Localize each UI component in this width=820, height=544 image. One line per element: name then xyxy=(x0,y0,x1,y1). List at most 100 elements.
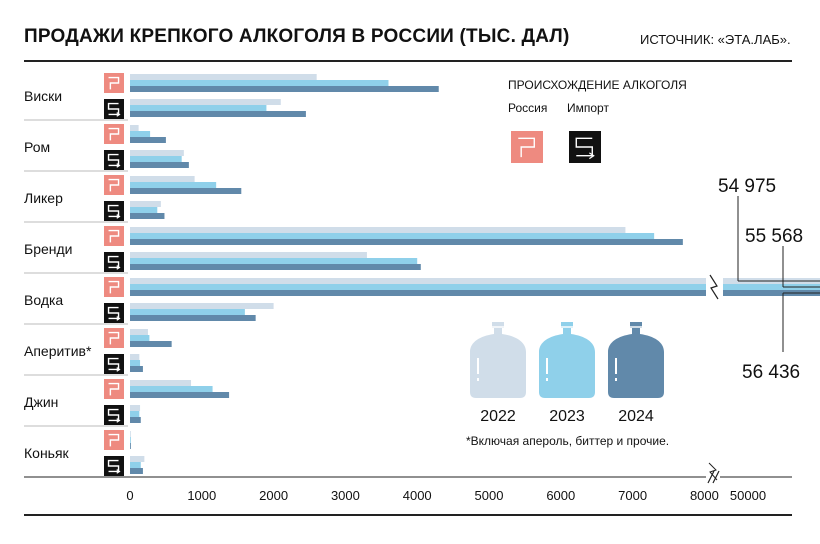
russia-origin-icon xyxy=(108,178,120,192)
import-origin-icon xyxy=(116,112,121,117)
bar xyxy=(130,284,706,290)
category-label: Виски xyxy=(24,88,62,104)
bar xyxy=(130,392,230,398)
bar xyxy=(130,366,143,372)
import-origin-icon xyxy=(116,163,121,168)
bar xyxy=(130,125,139,131)
category-label: Ром xyxy=(24,139,50,155)
russia-origin-icon xyxy=(108,382,120,396)
category-label: Бренди xyxy=(24,241,72,257)
x-tick-label: 6000 xyxy=(546,488,575,503)
x-tick-label: 3000 xyxy=(331,488,360,503)
bar xyxy=(130,360,141,366)
import-origin-icon xyxy=(116,418,121,423)
bar xyxy=(130,431,131,437)
legend-label-russia: Россия xyxy=(508,101,547,115)
bar xyxy=(130,74,317,80)
russia-origin-icon xyxy=(518,137,535,158)
annotation-value: 56 436 xyxy=(742,362,800,383)
year-label: 2023 xyxy=(549,408,585,425)
axis-break-mark xyxy=(709,274,719,300)
bar xyxy=(130,309,245,315)
x-tick-label: 50000 xyxy=(730,488,766,503)
import-origin-icon xyxy=(116,469,121,474)
bar xyxy=(130,335,150,341)
bar xyxy=(130,213,165,219)
bar xyxy=(130,188,242,194)
bar xyxy=(130,137,166,143)
water-bottle-icon xyxy=(628,326,644,328)
category-label: Ликер xyxy=(24,190,63,206)
import-origin-icon xyxy=(107,306,120,320)
import-origin-icon xyxy=(116,367,121,372)
x-tick-label: 7000 xyxy=(618,488,647,503)
water-bottle-icon xyxy=(608,322,664,398)
source-note: ИСТОЧНИК: «ЭТА.ЛАБ». xyxy=(640,32,791,47)
russia-origin-icon xyxy=(108,76,120,90)
import-origin-icon xyxy=(107,153,120,167)
bar xyxy=(130,156,182,162)
bar xyxy=(130,329,148,335)
x-tick-label: 4000 xyxy=(403,488,432,503)
bar xyxy=(130,258,418,264)
x-tick-label: 5000 xyxy=(475,488,504,503)
bar xyxy=(130,417,141,423)
russia-origin-icon xyxy=(108,331,120,345)
year-label: 2024 xyxy=(618,408,654,425)
import-origin-icon xyxy=(107,204,120,218)
annotation-value: 54 975 xyxy=(718,176,776,197)
legend-label-import: Импорт xyxy=(567,101,609,115)
category-label: Аперитив* xyxy=(24,343,92,359)
import-origin-icon xyxy=(107,459,120,473)
x-tick-label: 2000 xyxy=(259,488,288,503)
import-origin-icon xyxy=(116,214,121,219)
bar xyxy=(130,278,706,284)
axis-break-mark xyxy=(707,470,720,484)
russia-origin-icon xyxy=(108,280,120,294)
bar xyxy=(130,131,151,137)
bar xyxy=(130,80,389,86)
bottom-rule xyxy=(24,514,792,516)
bar xyxy=(130,468,143,474)
russia-origin-icon xyxy=(108,127,120,141)
bar xyxy=(130,303,274,309)
bar xyxy=(130,201,161,207)
x-tick-label: 0 xyxy=(126,488,133,503)
bar xyxy=(130,99,281,105)
x-tick-label: 1000 xyxy=(187,488,216,503)
bar xyxy=(723,284,820,290)
bar xyxy=(130,405,141,411)
bar xyxy=(130,386,213,392)
bar xyxy=(130,462,141,468)
bar xyxy=(723,290,820,296)
bar xyxy=(130,341,172,347)
category-label: Джин xyxy=(24,394,58,410)
import-origin-icon xyxy=(107,255,120,269)
bar xyxy=(130,290,706,296)
import-origin-icon xyxy=(107,357,120,371)
bar xyxy=(130,411,140,417)
water-bottle-icon xyxy=(490,326,506,328)
bar xyxy=(130,111,306,117)
import-origin-icon xyxy=(107,102,120,116)
bar xyxy=(130,443,131,449)
bar xyxy=(130,233,655,239)
axis-break-mark xyxy=(708,462,718,481)
russia-origin-icon xyxy=(108,433,120,447)
category-label: Водка xyxy=(24,292,63,308)
water-bottle-icon xyxy=(470,322,526,398)
import-origin-icon xyxy=(575,137,593,157)
russia-origin-icon xyxy=(108,229,120,243)
legend-title: ПРОИСХОЖДЕНИЕ АЛКОГОЛЯ xyxy=(508,78,687,92)
bar xyxy=(130,86,439,92)
year-label: 2022 xyxy=(480,408,516,425)
bar xyxy=(130,162,189,168)
bar xyxy=(130,239,683,245)
annotation-value: 55 568 xyxy=(745,226,803,247)
import-origin-icon xyxy=(589,152,595,160)
category-label: Коньяк xyxy=(24,445,70,461)
bar xyxy=(130,207,158,213)
bar xyxy=(130,182,217,188)
water-bottle-icon xyxy=(559,326,575,328)
